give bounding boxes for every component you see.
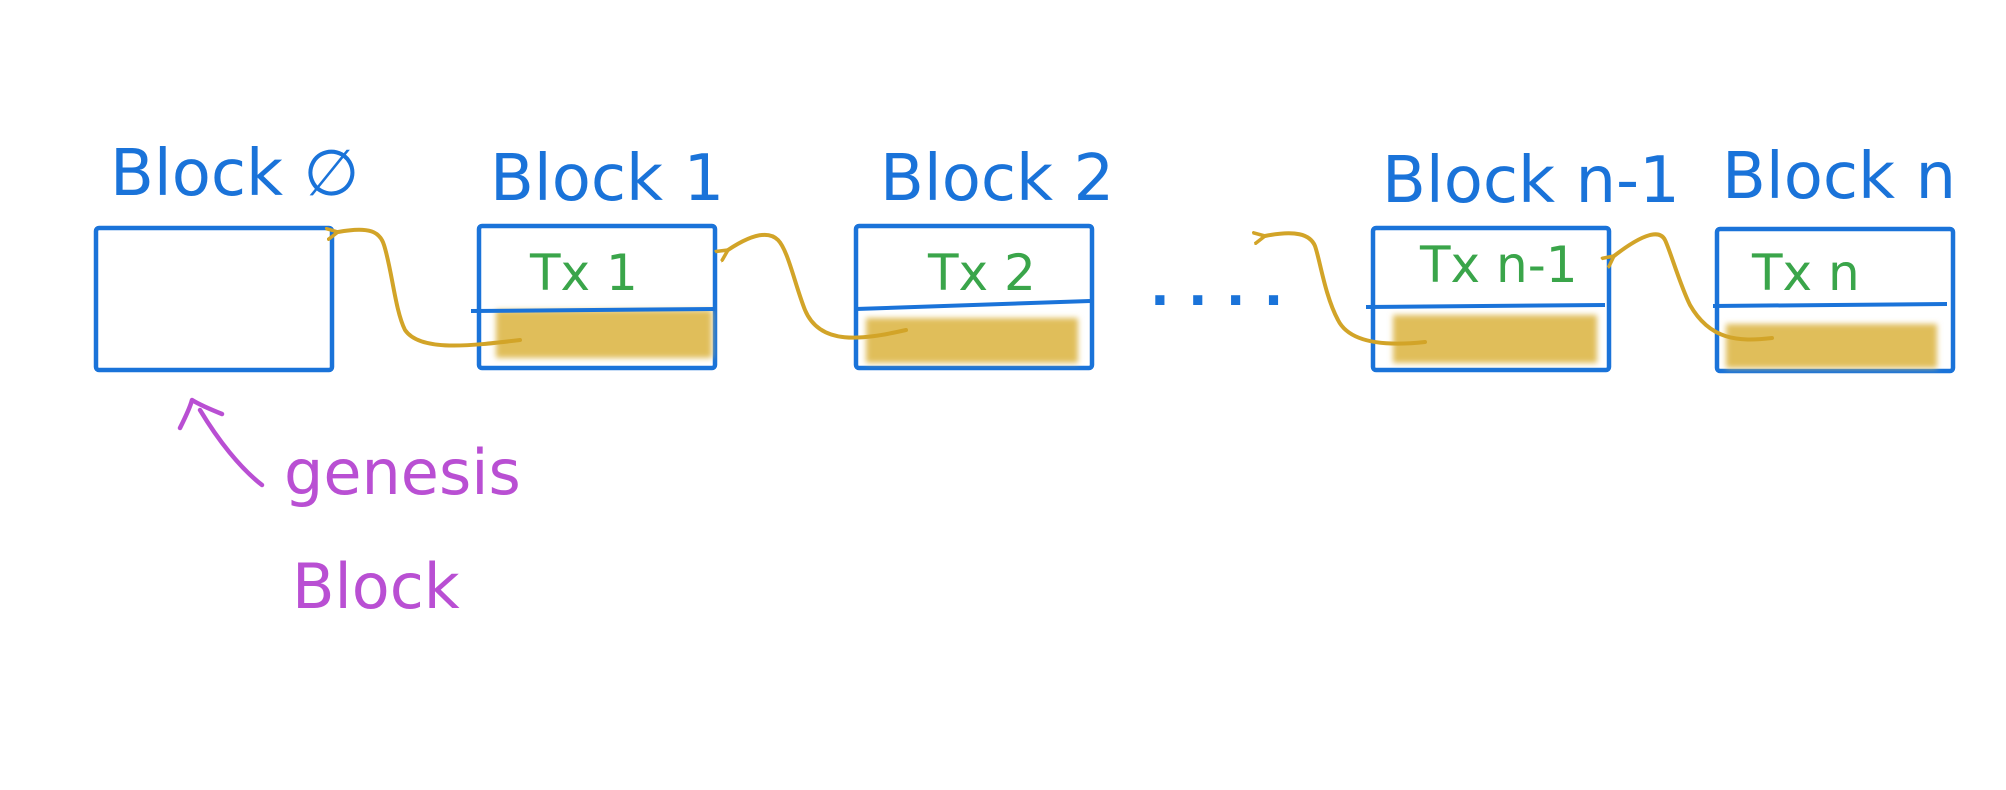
block-n-minus-1-divider <box>1365 303 1606 309</box>
block-n-hash-field <box>1726 324 1937 368</box>
block-n-tx-label: Tx n <box>1751 244 1860 302</box>
block-n-minus-1: Block n-1 Tx n-1 <box>1365 144 1680 373</box>
block-2-tx-label: Tx 2 <box>927 244 1036 302</box>
block-n-box <box>1714 226 1956 374</box>
block-n-minus-1-hash-field <box>1393 315 1597 363</box>
block-0-box <box>93 225 335 373</box>
hash-pointer-2-to-1 <box>728 232 908 340</box>
block-1-box <box>476 223 718 371</box>
block-1-hash-field <box>496 310 712 358</box>
block-2: Block 2 Tx 2 <box>853 142 1114 371</box>
genesis-arrow <box>177 397 265 488</box>
block-n-title: Block n <box>1722 140 1956 214</box>
block-n: Block n Tx n <box>1712 140 1956 374</box>
block-0-title: Block ∅ <box>110 137 359 211</box>
genesis-label-line1: genesis <box>284 436 521 509</box>
genesis-annotation: genesis Block <box>177 397 521 623</box>
block-n-minus-1-box <box>1370 225 1612 373</box>
block-0: Block ∅ <box>93 137 359 373</box>
block-1-tx-label: Tx 1 <box>529 244 638 302</box>
block-2-hash-field <box>866 318 1078 363</box>
ellipsis: · · · · <box>1150 271 1283 331</box>
genesis-label-line2: Block <box>292 550 460 623</box>
hash-pointer-n-minus-1-to-2 <box>1265 233 1427 346</box>
block-2-divider <box>855 299 1091 311</box>
block-1-title: Block 1 <box>490 142 724 216</box>
hash-pointer-n-to-n-minus-1 <box>1614 232 1774 342</box>
block-1: Block 1 Tx 1 <box>470 142 724 371</box>
hash-pointers <box>338 230 1774 348</box>
hash-pointer-1-to-0 <box>338 230 522 348</box>
block-1-divider <box>470 307 716 313</box>
block-n-minus-1-tx-label: Tx n-1 <box>1419 236 1578 294</box>
block-n-divider <box>1712 302 1948 308</box>
block-2-box <box>853 223 1095 371</box>
block-2-title: Block 2 <box>880 142 1114 216</box>
block-n-minus-1-title: Block n-1 <box>1382 144 1680 218</box>
